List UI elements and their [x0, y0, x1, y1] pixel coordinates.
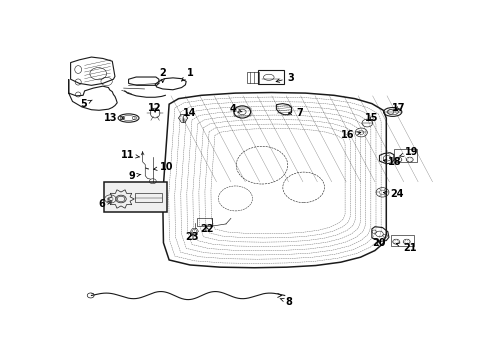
Text: 1: 1 [182, 68, 193, 81]
Text: 11: 11 [121, 150, 140, 160]
Text: 24: 24 [383, 189, 403, 199]
Text: 19: 19 [399, 147, 418, 157]
Text: 12: 12 [148, 103, 162, 113]
Text: 9: 9 [128, 171, 141, 181]
Text: 5: 5 [80, 99, 92, 109]
Text: 10: 10 [153, 162, 174, 172]
Bar [390, 235, 413, 246]
Text: 6: 6 [98, 199, 110, 209]
Text: 3: 3 [276, 73, 294, 82]
Text: 20: 20 [371, 238, 385, 248]
Text: 17: 17 [391, 103, 405, 113]
Text: 14: 14 [183, 108, 196, 118]
Bar [135, 193, 162, 202]
Text: 15: 15 [365, 113, 378, 123]
Text: 4: 4 [229, 104, 242, 114]
Text: 7: 7 [288, 108, 302, 118]
Text: 13: 13 [103, 113, 123, 123]
Text: 22: 22 [200, 225, 213, 234]
Bar [103, 183, 167, 212]
Bar [233, 108, 250, 116]
Text: 16: 16 [341, 130, 360, 140]
Text: 21: 21 [395, 243, 416, 253]
Bar [393, 149, 416, 162]
Text: 2: 2 [159, 68, 166, 82]
Bar [246, 72, 259, 82]
Text: 8: 8 [280, 297, 292, 307]
Bar [196, 218, 211, 226]
Text: 23: 23 [185, 232, 198, 242]
Text: 18: 18 [383, 157, 401, 167]
